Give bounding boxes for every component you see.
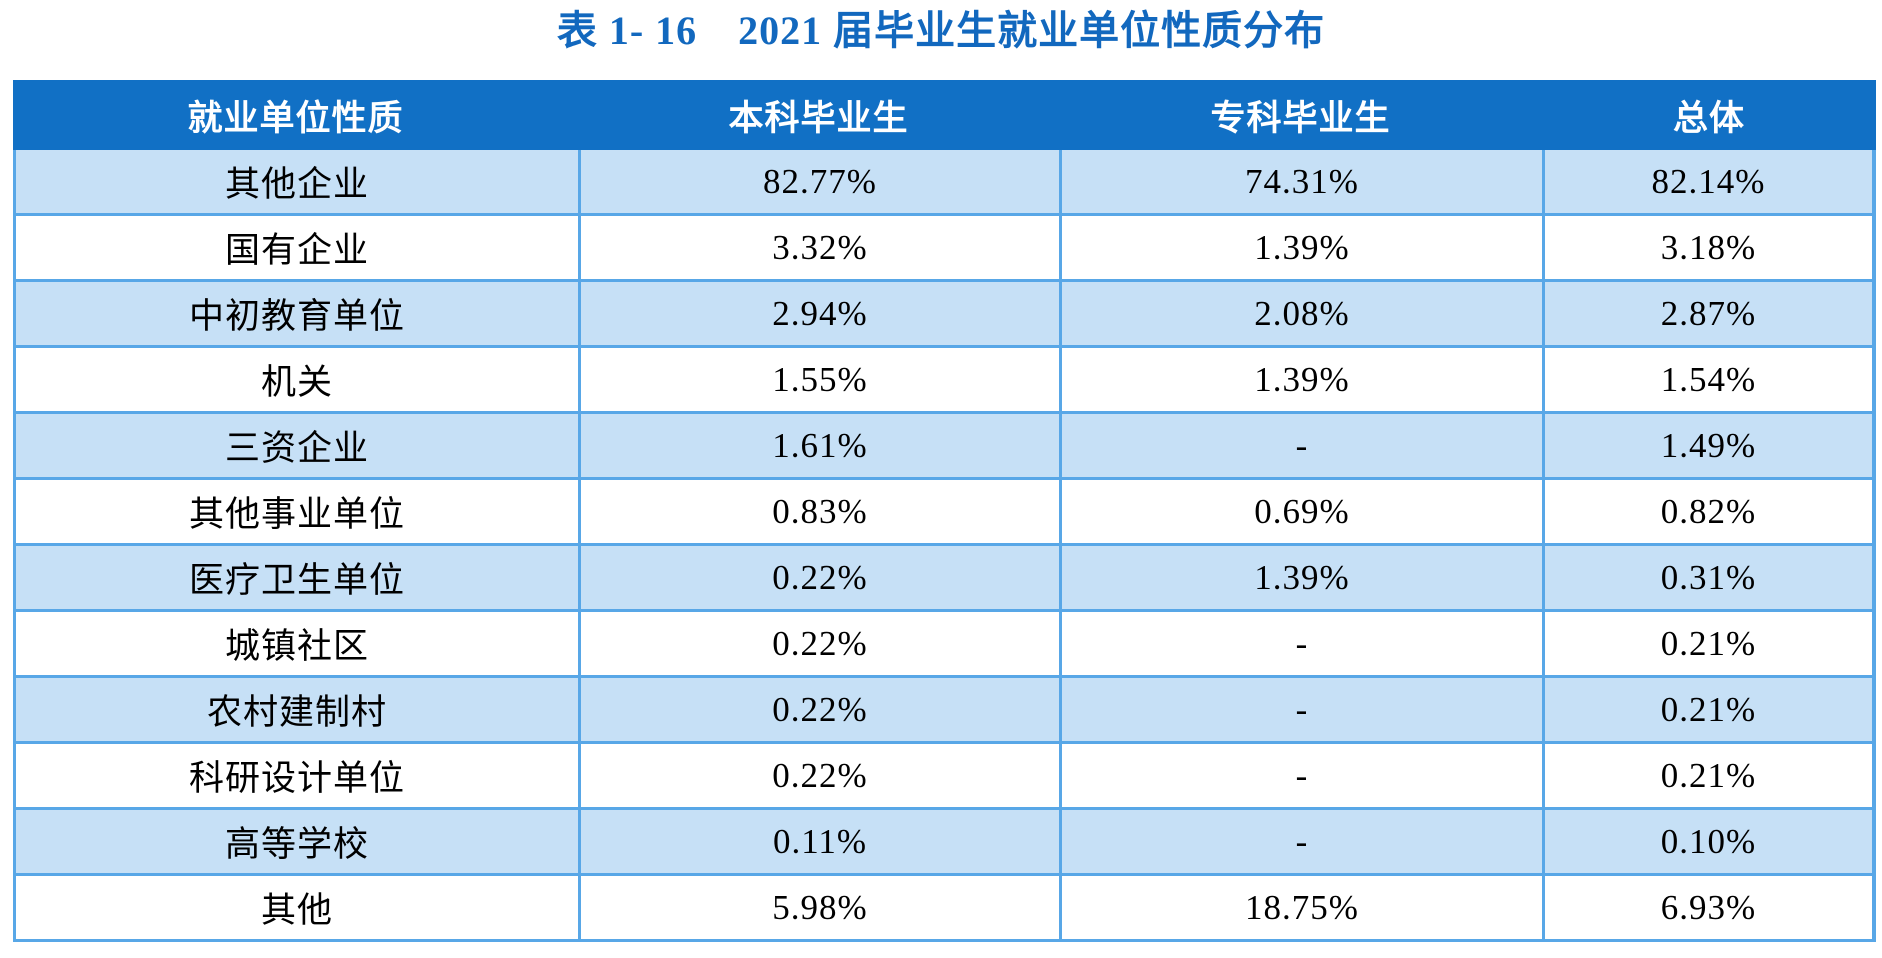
cell-junior-college-value: 74.31%	[1059, 150, 1542, 213]
cell-junior-college-value: 0.69%	[1059, 477, 1542, 543]
cell-junior-college-value: 18.75%	[1059, 873, 1542, 942]
cell-junior-college-value: 1.39%	[1059, 345, 1542, 411]
cell-undergraduate-value: 0.22%	[578, 675, 1059, 741]
cell-category: 机关	[13, 345, 578, 411]
cell-total-value: 0.82%	[1542, 477, 1876, 543]
cell-category: 其他事业单位	[13, 477, 578, 543]
header-row: 就业单位性质 本科毕业生 专科毕业生 总体	[13, 80, 1876, 150]
cell-category: 三资企业	[13, 411, 578, 477]
cell-junior-college-value: -	[1059, 675, 1542, 741]
header-cell-category: 就业单位性质	[13, 80, 578, 150]
cell-junior-college-value: -	[1059, 807, 1542, 873]
cell-total-value: 0.21%	[1542, 741, 1876, 807]
cell-category: 城镇社区	[13, 609, 578, 675]
table-body: 其他企业 82.77% 74.31% 82.14% 国有企业 3.32% 1.39% 3.18…	[13, 150, 1876, 942]
table-row: 科研设计单位 0.22% -0.21%	[13, 741, 1876, 807]
cell-total-value: 0.21%	[1542, 675, 1876, 741]
table-title: 表 1- 16 2021 届毕业生就业单位性质分布	[556, 8, 1326, 53]
cell-undergraduate-value: 3.32%	[578, 213, 1059, 279]
cell-undergraduate-value: 5.98%	[578, 873, 1059, 942]
table-row: 高等学校 0.11% -0.10%	[13, 807, 1876, 873]
cell-undergraduate-value: 0.22%	[578, 741, 1059, 807]
table-row: 其他事业单位 0.83% 0.69% 0.82%	[13, 477, 1876, 543]
cell-category: 科研设计单位	[13, 741, 578, 807]
cell-category: 中初教育单位	[13, 279, 578, 345]
cell-total-value: 82.14%	[1542, 150, 1876, 213]
cell-category: 其他企业	[13, 150, 578, 213]
table-row: 中初教育单位 2.94% 2.08% 2.87%	[13, 279, 1876, 345]
cell-category: 国有企业	[13, 213, 578, 279]
cell-category: 农村建制村	[13, 675, 578, 741]
cell-undergraduate-value: 0.83%	[578, 477, 1059, 543]
table-row: 其他 5.98% 18.75% 6.93%	[13, 873, 1876, 942]
table-row: 三资企业 1.61% -1.49%	[13, 411, 1876, 477]
cell-undergraduate-value: 0.22%	[578, 609, 1059, 675]
table-row: 机关 1.55% 1.39% 1.54%	[13, 345, 1876, 411]
cell-junior-college-value: -	[1059, 411, 1542, 477]
cell-undergraduate-value: 2.94%	[578, 279, 1059, 345]
table-row: 医疗卫生单位 0.22% 1.39% 0.31%	[13, 543, 1876, 609]
cell-undergraduate-value: 0.22%	[578, 543, 1059, 609]
cell-total-value: 2.87%	[1542, 279, 1876, 345]
cell-category: 其他	[13, 873, 578, 942]
cell-total-value: 0.10%	[1542, 807, 1876, 873]
table-row: 城镇社区 0.22% -0.21%	[13, 609, 1876, 675]
table-row: 其他企业 82.77% 74.31% 82.14%	[13, 150, 1876, 213]
header-cell-junior-college: 专科毕业生	[1059, 80, 1542, 150]
header-cell-total: 总体	[1542, 80, 1876, 150]
cell-junior-college-value: 1.39%	[1059, 213, 1542, 279]
cell-undergraduate-value: 0.11%	[578, 807, 1059, 873]
cell-category: 医疗卫生单位	[13, 543, 578, 609]
employment-unit-nature-table: 就业单位性质 本科毕业生 专科毕业生 总体 其他企业 82.77% 74.31% 82…	[13, 80, 1876, 942]
table-row: 农村建制村 0.22% -0.21%	[13, 675, 1876, 741]
cell-total-value: 0.21%	[1542, 609, 1876, 675]
cell-junior-college-value: 1.39%	[1059, 543, 1542, 609]
cell-category: 高等学校	[13, 807, 578, 873]
cell-junior-college-value: -	[1059, 741, 1542, 807]
cell-total-value: 0.31%	[1542, 543, 1876, 609]
cell-undergraduate-value: 82.77%	[578, 150, 1059, 213]
cell-total-value: 1.49%	[1542, 411, 1876, 477]
cell-undergraduate-value: 1.55%	[578, 345, 1059, 411]
cell-total-value: 3.18%	[1542, 213, 1876, 279]
cell-total-value: 6.93%	[1542, 873, 1876, 942]
cell-junior-college-value: -	[1059, 609, 1542, 675]
cell-total-value: 1.54%	[1542, 345, 1876, 411]
cell-junior-college-value: 2.08%	[1059, 279, 1542, 345]
table-row: 国有企业 3.32% 1.39% 3.18%	[13, 213, 1876, 279]
header-cell-undergraduate: 本科毕业生	[578, 80, 1059, 150]
cell-undergraduate-value: 1.61%	[578, 411, 1059, 477]
